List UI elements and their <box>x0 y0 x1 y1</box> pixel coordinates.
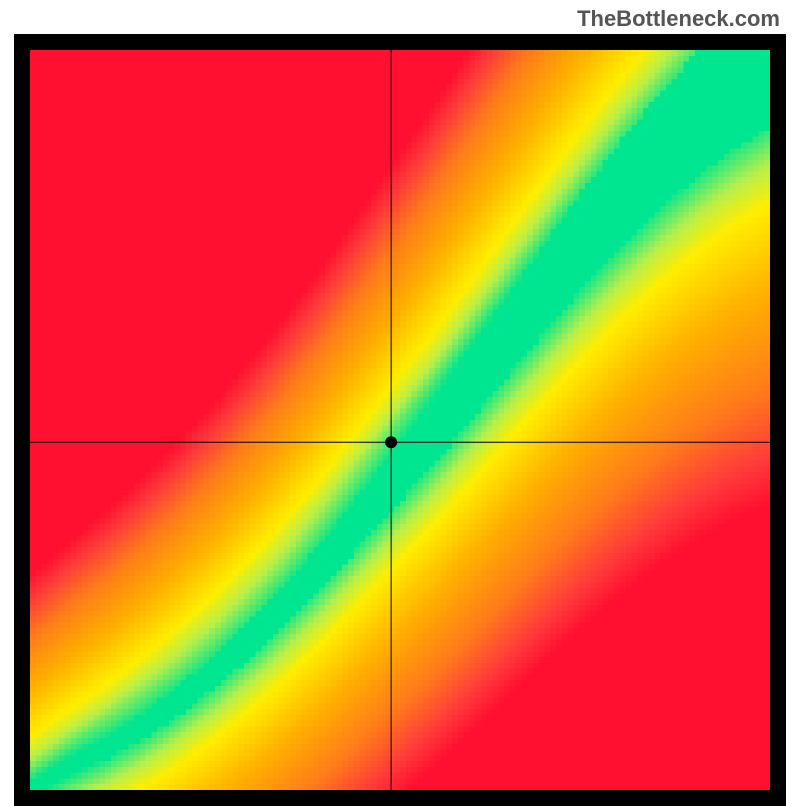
plot-area <box>30 50 770 790</box>
watermark-text: TheBottleneck.com <box>577 6 780 32</box>
heatmap-cells <box>30 50 770 790</box>
chart-container: TheBottleneck.com <box>0 0 800 800</box>
marker-dot <box>385 436 397 448</box>
heatmap-svg <box>30 50 770 790</box>
